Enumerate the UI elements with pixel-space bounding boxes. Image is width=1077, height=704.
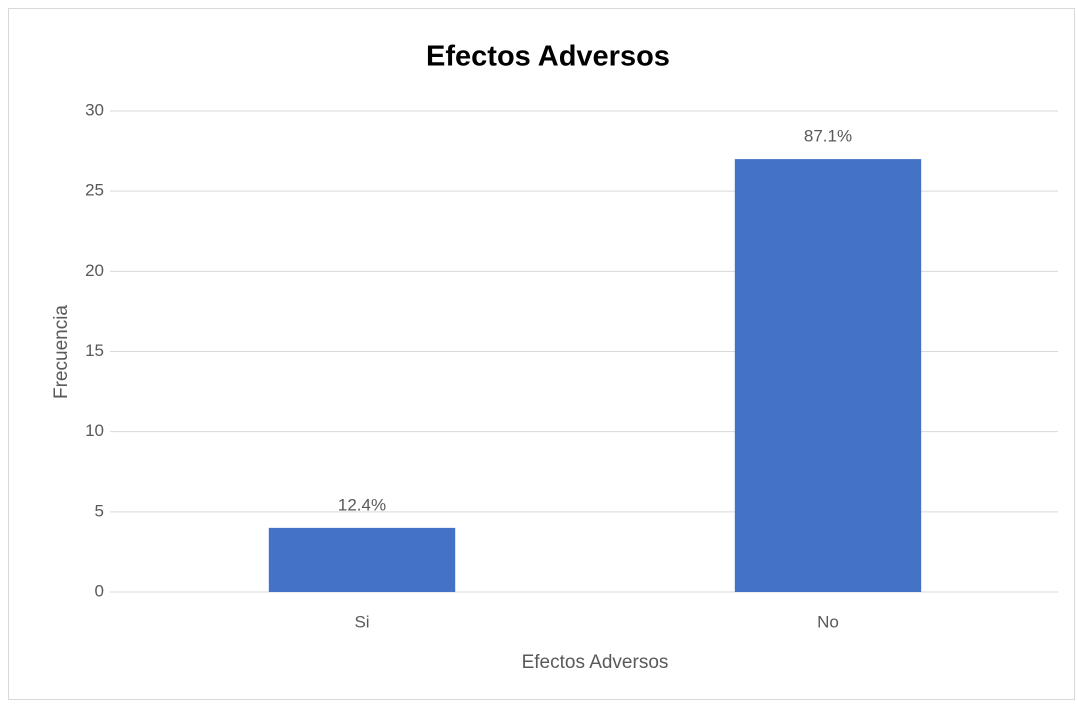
y-tick-label: 20 (85, 261, 104, 280)
data-label: 87.1% (804, 127, 852, 146)
y-tick-label: 15 (85, 341, 104, 360)
bar (734, 159, 922, 592)
data-label: 12.4% (338, 495, 386, 514)
y-tick-label: 25 (85, 181, 104, 200)
y-tick-label: 30 (85, 100, 104, 119)
y-tick-label: 0 (95, 581, 104, 600)
x-axis-label: Efectos Adversos (522, 652, 669, 673)
y-tick-label: 10 (85, 421, 104, 440)
y-axis-label: Frecuencia (51, 305, 72, 399)
x-tick-label: No (817, 612, 839, 631)
chart-title: Efectos Adversos (426, 41, 670, 73)
bar (268, 527, 456, 592)
x-tick-label: Si (354, 612, 369, 631)
y-tick-label: 5 (95, 501, 104, 520)
